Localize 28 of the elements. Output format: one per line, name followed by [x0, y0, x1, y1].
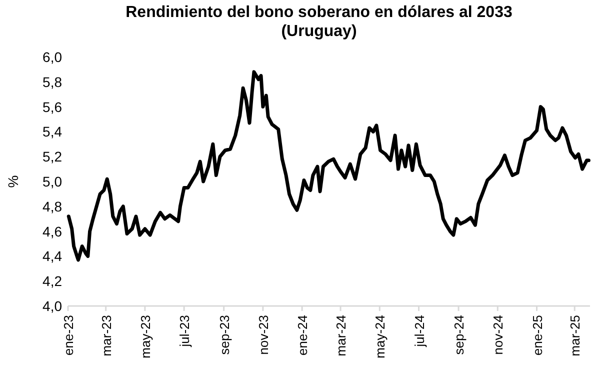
- y-tick-label: 4,4: [42, 248, 62, 264]
- x-tick-label: jul-24: [412, 315, 427, 348]
- x-tick-label: sep-23: [216, 315, 232, 355]
- x-tick-label: ene-24: [295, 315, 310, 356]
- chart-title: Rendimiento del bono soberano en dólares al 2033 (Uruguay): [126, 4, 512, 40]
- y-tick-label: 5,6: [42, 98, 62, 115]
- x-tick-label: sep-24: [452, 315, 467, 355]
- y-tick-label: 4,8: [42, 198, 62, 214]
- y-tick-label: 4,2: [42, 273, 62, 290]
- x-tick-label: mar-24: [334, 315, 349, 356]
- line-series: [66, 70, 590, 262]
- x-tick-label: ene-25: [530, 315, 545, 356]
- x-tick-label: mar-25: [568, 315, 583, 356]
- x-tick-label: ene-23: [61, 315, 76, 356]
- x-tick-label: jul-23: [177, 315, 192, 348]
- x-tick-label: nov-24: [490, 315, 506, 355]
- x-tick-label: nov-23: [256, 315, 271, 355]
- y-tick-label: 4,0: [42, 298, 62, 314]
- y-tick-label: 5,2: [42, 148, 62, 165]
- x-tick-label: may-23: [138, 315, 153, 358]
- y-tick-label: 4,6: [42, 223, 62, 240]
- y-axis-title: %: [5, 175, 21, 188]
- x-tick-label: may-24: [372, 315, 388, 358]
- y-tick-label: 6,0: [42, 49, 62, 65]
- x-tick-label: mar-23: [98, 315, 114, 356]
- y-tick-label: 5,0: [42, 174, 62, 190]
- y-tick-label: 5,4: [42, 124, 62, 140]
- y-tick-label: 5,8: [42, 74, 62, 90]
